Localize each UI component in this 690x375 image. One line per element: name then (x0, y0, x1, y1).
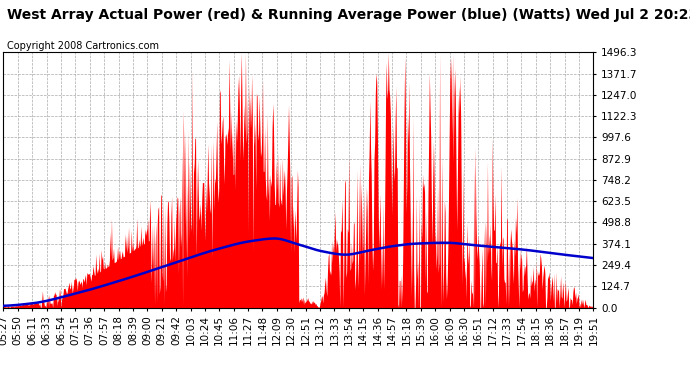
Text: West Array Actual Power (red) & Running Average Power (blue) (Watts) Wed Jul 2 2: West Array Actual Power (red) & Running … (7, 8, 690, 21)
Text: Copyright 2008 Cartronics.com: Copyright 2008 Cartronics.com (7, 41, 159, 51)
